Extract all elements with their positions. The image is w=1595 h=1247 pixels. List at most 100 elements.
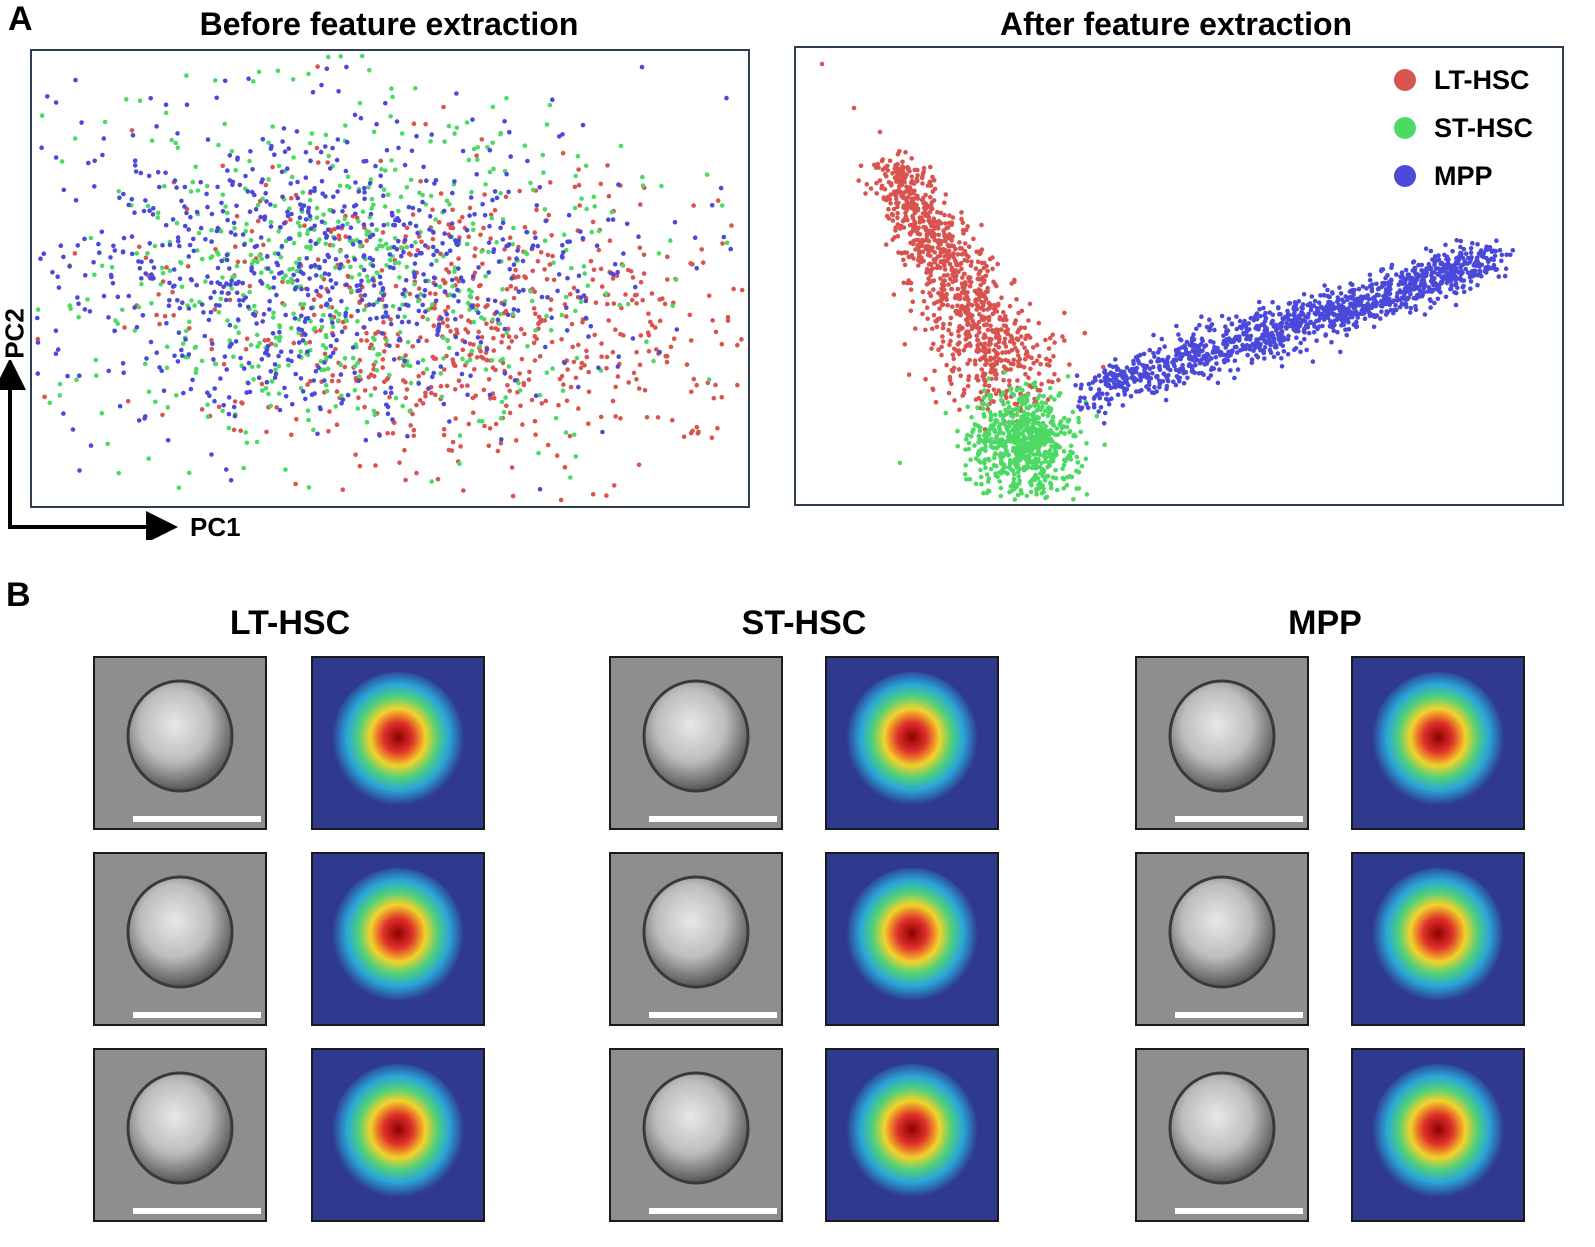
mpp-point xyxy=(280,139,285,144)
lt-hsc-point xyxy=(435,476,441,482)
st-hsc-point xyxy=(1006,409,1011,415)
st-hsc-point xyxy=(563,294,569,300)
mpp-point xyxy=(612,261,618,267)
lt-hsc-point xyxy=(369,342,374,348)
st-hsc-point xyxy=(260,196,265,202)
lt-hsc-point xyxy=(359,338,364,343)
mpp-point xyxy=(586,334,591,339)
lt-hsc-point xyxy=(451,360,456,366)
mpp-point xyxy=(1237,334,1242,339)
mpp-point xyxy=(413,223,419,229)
lt-hsc-point xyxy=(909,253,915,258)
st-hsc-point xyxy=(480,418,485,424)
mpp-point xyxy=(1393,302,1398,308)
st-hsc-point xyxy=(560,388,566,394)
mpp-point xyxy=(1165,361,1170,367)
lt-hsc-point xyxy=(986,342,992,348)
lt-hsc-point xyxy=(924,270,929,275)
mpp-point xyxy=(344,282,349,288)
mpp-point xyxy=(154,124,159,129)
st-hsc-point xyxy=(973,481,979,487)
mpp-point xyxy=(502,326,508,332)
mpp-point xyxy=(672,219,678,225)
mpp-point xyxy=(1448,263,1453,268)
mpp-point xyxy=(322,230,328,236)
st-hsc-point xyxy=(1038,484,1043,489)
mpp-point xyxy=(272,152,277,157)
lt-hsc-point xyxy=(507,410,513,416)
lt-hsc-point xyxy=(700,260,706,265)
lt-hsc-point xyxy=(491,348,497,353)
st-hsc-point xyxy=(382,204,388,209)
st-hsc-point xyxy=(618,143,624,149)
mpp-point xyxy=(206,317,212,323)
mpp-point xyxy=(61,187,67,193)
mpp-point xyxy=(1113,384,1118,390)
before-plot-title: Before feature extraction xyxy=(199,6,579,42)
st-hsc-point xyxy=(1076,469,1082,475)
st-hsc-point xyxy=(423,202,429,207)
lt-hsc-point xyxy=(1006,349,1012,355)
mpp-point xyxy=(379,331,385,336)
mpp-point xyxy=(1203,357,1209,362)
st-hsc-point xyxy=(516,380,521,386)
st-hsc-point xyxy=(1017,478,1022,484)
st-hsc-point xyxy=(536,450,541,456)
mpp-point xyxy=(495,317,501,323)
st-hsc-point xyxy=(984,472,990,477)
lt-hsc-point xyxy=(542,318,548,323)
mpp-point xyxy=(1389,262,1395,268)
mpp-point xyxy=(247,209,253,214)
lt-hsc-point xyxy=(896,188,901,193)
mpp-point xyxy=(140,313,146,318)
mpp-point xyxy=(56,285,62,290)
st-hsc-point xyxy=(326,153,332,159)
mpp-point xyxy=(79,120,84,125)
mpp-point xyxy=(1073,383,1078,388)
lt-hsc-point xyxy=(508,375,513,380)
mpp-point xyxy=(1262,356,1267,361)
st-hsc-point xyxy=(1046,436,1051,442)
mpp-point xyxy=(362,190,367,195)
mpp-point xyxy=(342,204,347,209)
st-hsc-point xyxy=(74,377,79,383)
st-hsc-point xyxy=(184,328,189,334)
st-hsc-point xyxy=(478,315,484,320)
lt-hsc-point xyxy=(255,218,261,224)
mpp-point xyxy=(1147,347,1153,353)
lt-hsc-point xyxy=(401,378,406,383)
mpp-point xyxy=(728,246,733,252)
mpp-point xyxy=(328,354,333,359)
lt-hsc-point xyxy=(484,357,490,363)
lt-hsc-point xyxy=(925,237,930,243)
st-hsc-point xyxy=(1045,464,1050,470)
st-hsc-point xyxy=(383,168,388,173)
st-hsc-point xyxy=(1069,474,1075,480)
lt-hsc-point xyxy=(508,283,514,289)
st-hsc-point xyxy=(987,427,992,433)
mpp-point xyxy=(251,271,257,276)
lt-hsc-point xyxy=(610,349,616,355)
mpp-point xyxy=(1346,327,1352,332)
mpp-point xyxy=(371,302,376,308)
st-hsc-point xyxy=(327,207,333,213)
mpp-point xyxy=(1209,322,1215,327)
mpp-point xyxy=(212,289,217,295)
st-hsc-point xyxy=(1040,412,1046,418)
mpp-point xyxy=(330,285,335,290)
st-hsc-point xyxy=(336,219,341,225)
st-hsc-point xyxy=(997,479,1002,484)
mpp-point xyxy=(227,266,232,271)
lt-hsc-point xyxy=(888,201,893,206)
mpp-point xyxy=(1388,307,1394,313)
mpp-point xyxy=(277,271,282,276)
lt-hsc-point xyxy=(991,399,996,404)
mpp-point xyxy=(303,175,309,180)
st-hsc-point xyxy=(1062,431,1067,436)
st-hsc-point xyxy=(366,278,371,284)
st-hsc-point xyxy=(374,246,380,252)
lt-hsc-point xyxy=(1013,318,1018,323)
st-hsc-point xyxy=(298,385,304,391)
st-hsc-point xyxy=(99,263,105,269)
lt-hsc-point xyxy=(965,322,970,328)
